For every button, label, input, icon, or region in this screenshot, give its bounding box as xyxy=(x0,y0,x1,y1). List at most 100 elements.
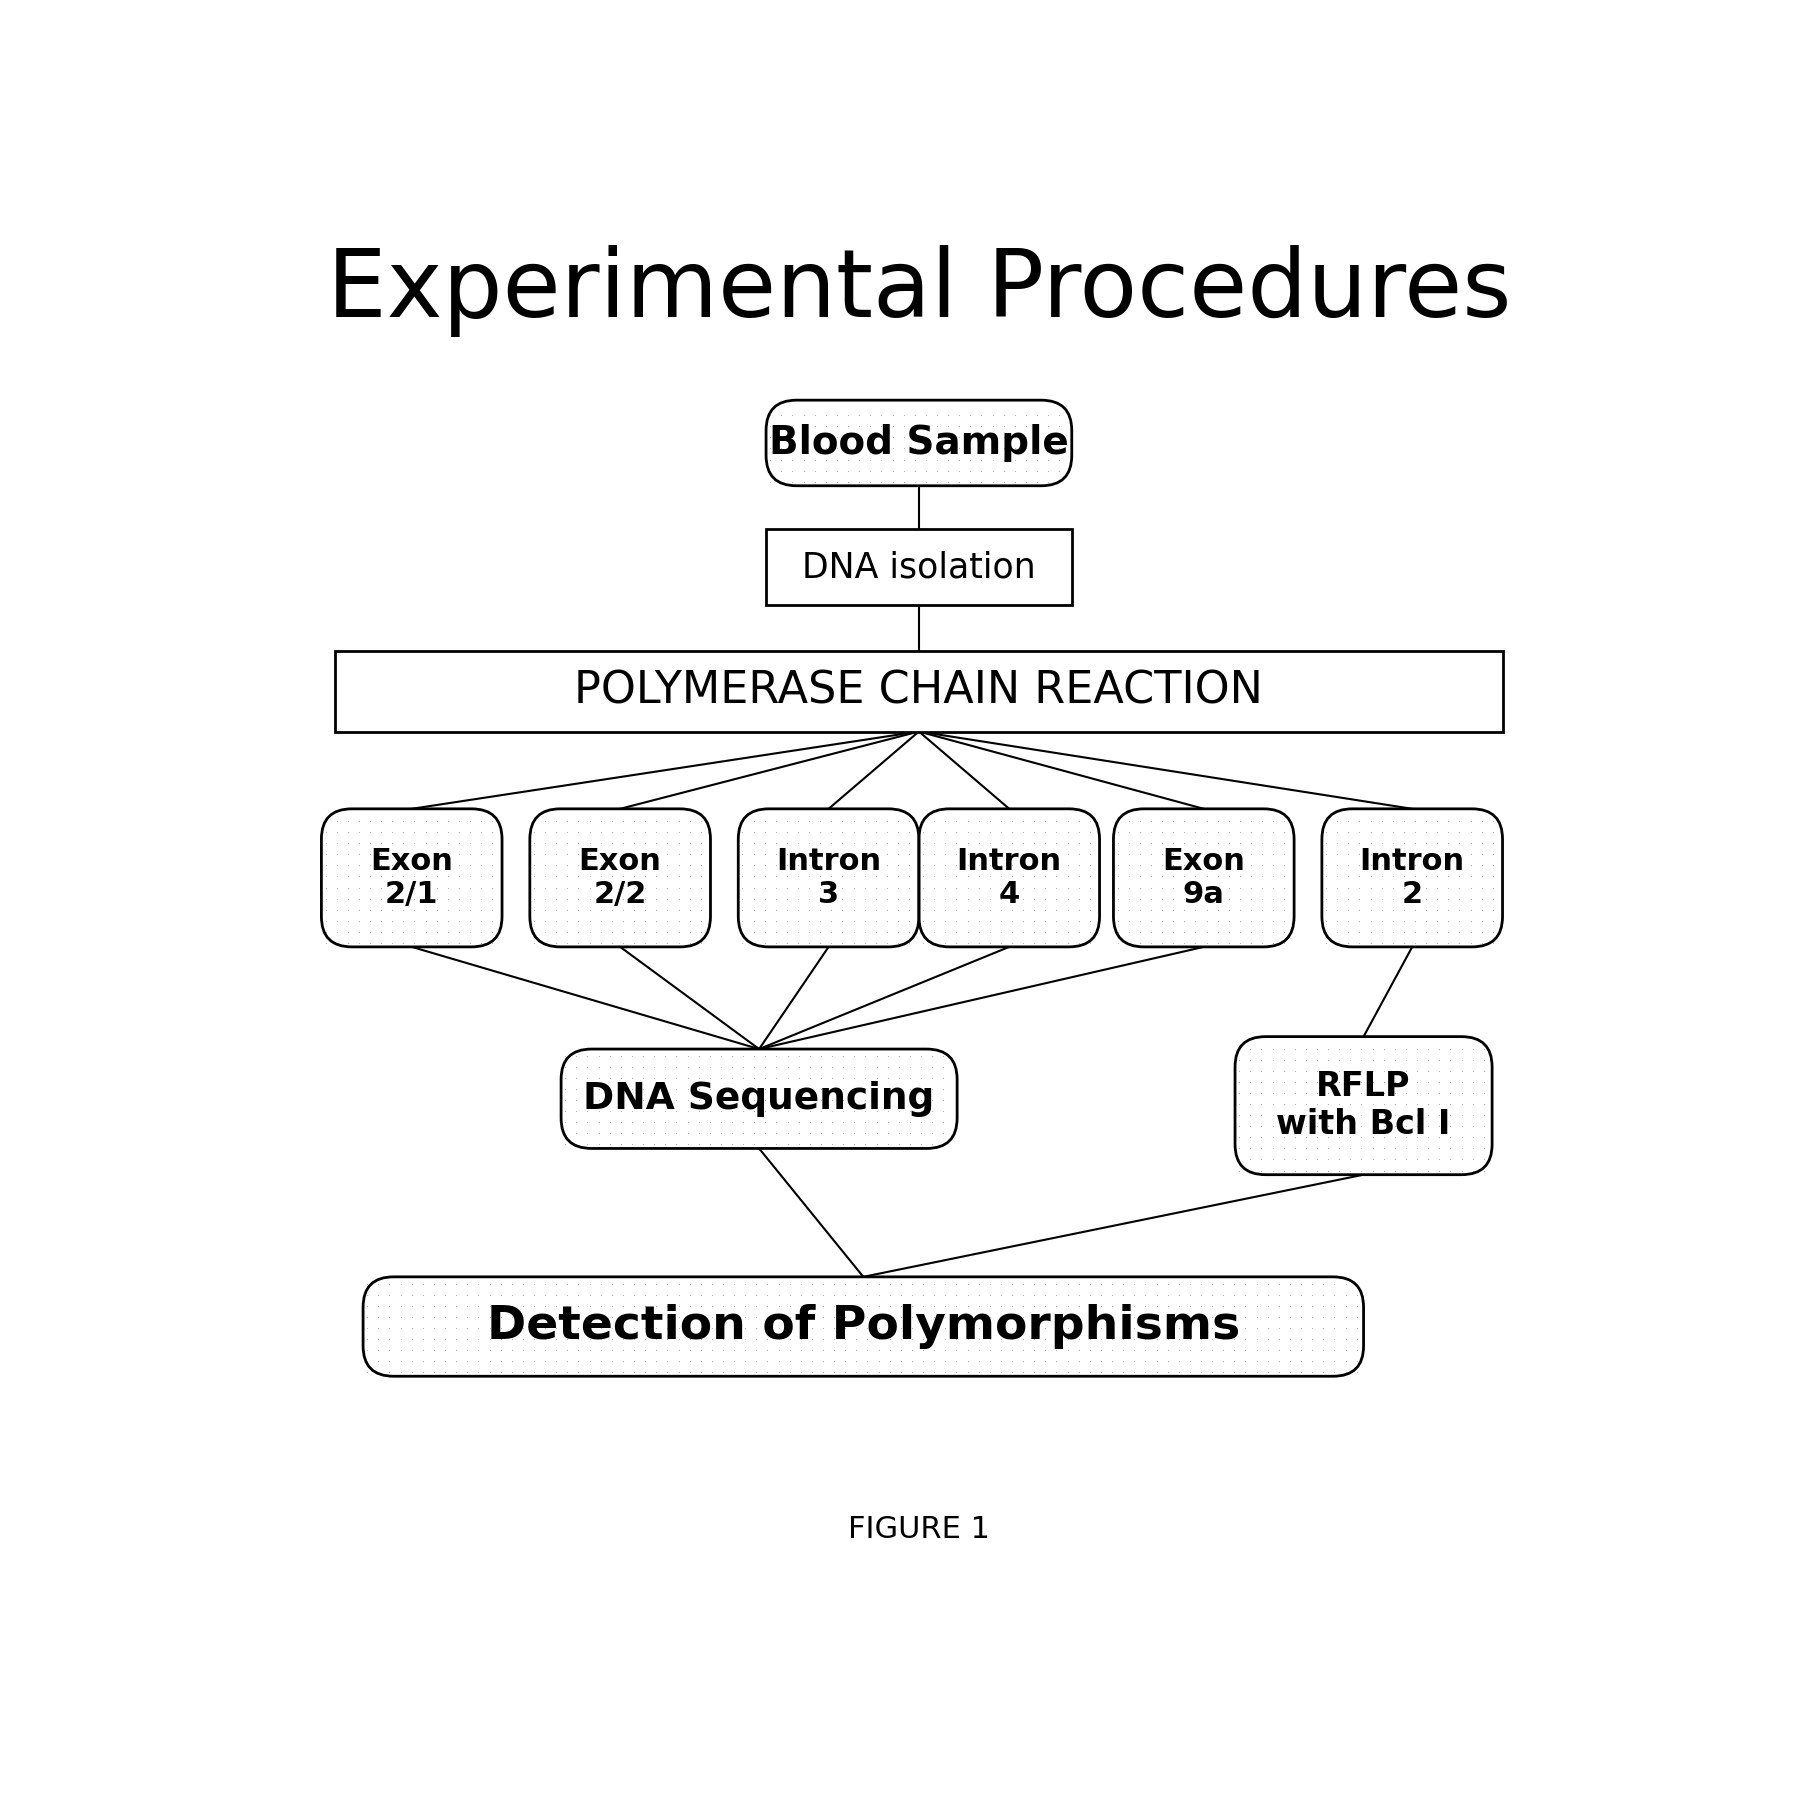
Point xyxy=(344,929,373,957)
Point xyxy=(398,1347,427,1375)
Point xyxy=(762,905,791,934)
Point xyxy=(823,445,852,473)
Point xyxy=(1259,1101,1287,1130)
Point xyxy=(1259,1135,1287,1164)
Point xyxy=(767,434,796,463)
Point xyxy=(606,1087,635,1115)
Point xyxy=(1137,884,1165,913)
Point xyxy=(1447,1069,1476,1097)
Point xyxy=(862,1042,891,1070)
Point xyxy=(1020,1291,1049,1320)
Point xyxy=(909,895,938,923)
Point xyxy=(631,1357,660,1386)
Point xyxy=(739,818,767,846)
Point xyxy=(1336,1045,1364,1074)
Point xyxy=(873,1130,902,1158)
Point xyxy=(1347,1045,1375,1074)
Point xyxy=(685,1042,714,1070)
Point xyxy=(1158,828,1187,857)
Point xyxy=(850,873,879,902)
Point xyxy=(1356,828,1384,857)
Point xyxy=(1415,1090,1443,1119)
Point xyxy=(1456,929,1485,957)
Point xyxy=(672,1097,701,1126)
Point xyxy=(920,1280,948,1309)
Point xyxy=(1148,841,1176,870)
Point xyxy=(1000,402,1029,430)
Point xyxy=(552,818,581,846)
Point xyxy=(1176,1336,1205,1364)
Point xyxy=(728,905,757,934)
Point xyxy=(1424,895,1452,923)
Point xyxy=(954,929,983,957)
Point xyxy=(1153,1280,1182,1309)
Point xyxy=(1237,918,1266,947)
Point xyxy=(1336,1146,1364,1174)
Point xyxy=(1259,1056,1287,1085)
Point xyxy=(586,1269,615,1298)
Point xyxy=(749,918,778,947)
Point xyxy=(687,918,715,947)
Point xyxy=(1436,1112,1465,1140)
Point xyxy=(676,918,705,947)
Point xyxy=(344,884,373,913)
Point xyxy=(1108,1357,1137,1386)
Point xyxy=(565,1347,593,1375)
Point xyxy=(531,1336,559,1364)
Point xyxy=(828,873,857,902)
Point xyxy=(875,1357,904,1386)
Point xyxy=(1142,1336,1171,1364)
Point xyxy=(830,1302,859,1330)
Point xyxy=(1359,1079,1388,1108)
Point xyxy=(1031,884,1060,913)
Point xyxy=(552,918,581,947)
Point xyxy=(1323,841,1352,870)
Point xyxy=(945,402,974,430)
Point xyxy=(875,1336,904,1364)
Point xyxy=(696,1052,724,1081)
Point xyxy=(1325,1156,1354,1185)
Point xyxy=(400,818,429,846)
Point xyxy=(1235,1146,1264,1174)
Point xyxy=(1323,884,1352,913)
Point xyxy=(818,1130,846,1158)
Point xyxy=(1280,1146,1309,1174)
Point xyxy=(606,1097,635,1126)
Point xyxy=(1347,1079,1375,1108)
Point xyxy=(1158,884,1187,913)
Point xyxy=(1402,1035,1431,1063)
Point xyxy=(850,929,879,957)
Point xyxy=(466,841,495,870)
Point xyxy=(1370,1079,1399,1108)
Point xyxy=(879,423,907,452)
Point xyxy=(1182,807,1210,836)
Point xyxy=(586,1302,615,1330)
Point xyxy=(1208,1269,1237,1298)
Point xyxy=(1214,918,1243,947)
Point xyxy=(445,884,473,913)
Point xyxy=(787,1280,816,1309)
Point xyxy=(1312,873,1341,902)
Point xyxy=(509,1314,538,1343)
Point xyxy=(520,1357,549,1386)
Point xyxy=(1434,852,1463,880)
Point xyxy=(773,1087,801,1115)
Point xyxy=(1045,468,1074,497)
Point xyxy=(1009,1269,1038,1298)
Point xyxy=(941,852,970,880)
Point xyxy=(333,828,362,857)
Point xyxy=(798,1280,827,1309)
Point xyxy=(1198,1269,1226,1298)
Point xyxy=(441,1280,470,1309)
Point xyxy=(819,1291,848,1320)
Point xyxy=(368,818,396,846)
Point xyxy=(520,1269,549,1298)
Point xyxy=(753,1291,782,1320)
Point xyxy=(1115,841,1144,870)
Point xyxy=(1243,1269,1271,1298)
Point xyxy=(997,828,1026,857)
Point xyxy=(895,852,923,880)
Point xyxy=(653,862,681,891)
Point xyxy=(843,1269,871,1298)
Point xyxy=(550,1119,579,1148)
